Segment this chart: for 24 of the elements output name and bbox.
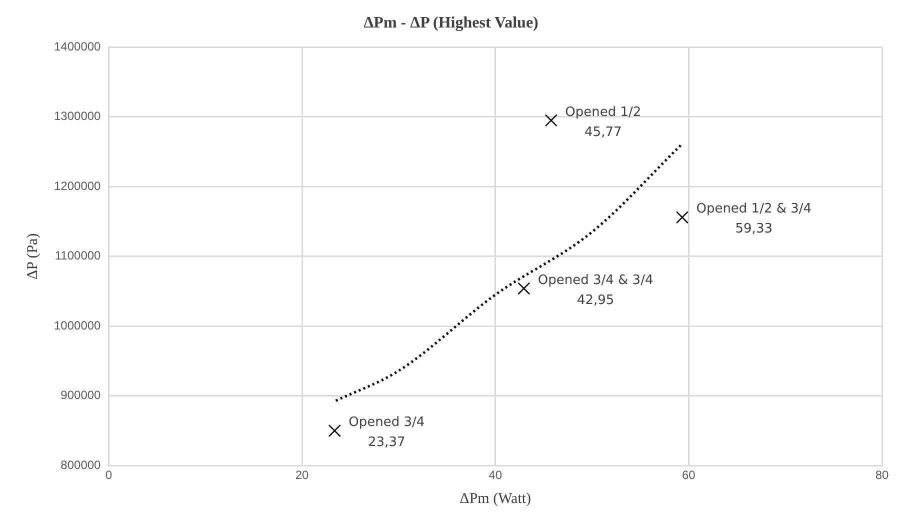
y-tick-label: 900000 bbox=[60, 388, 102, 402]
y-tick-label: 1000000 bbox=[54, 318, 102, 332]
annotation: Opened 1/2 & 3/4 59,33 bbox=[696, 202, 812, 237]
point bbox=[518, 282, 530, 295]
annotation: Opened 1/2 45,77 bbox=[565, 104, 642, 140]
y-tick-label: 800000 bbox=[60, 458, 102, 472]
x-axis-title: ΔPm (Watt) bbox=[460, 490, 532, 507]
line-series bbox=[334, 142, 684, 402]
y-axis-title: ΔP (Pa) bbox=[24, 233, 41, 280]
y-tick-label: 1100000 bbox=[54, 248, 102, 263]
point bbox=[328, 424, 341, 438]
x-tick-label: 0 bbox=[105, 468, 112, 482]
point bbox=[676, 211, 689, 224]
y-tick-label: 1200000 bbox=[54, 178, 102, 193]
chart-title: ΔPm - ΔP (Highest Value) bbox=[364, 14, 538, 32]
x-tick-label: 20 bbox=[295, 468, 310, 482]
annotation: Opened 3/4 23,37 bbox=[348, 415, 425, 450]
annotation: Opened 3/4 & 3/4 42,95 bbox=[538, 272, 654, 308]
y-tick-label: 1300000 bbox=[54, 109, 102, 124]
y-tick-label: 1400000 bbox=[54, 40, 102, 54]
x-tick-label: 40 bbox=[488, 468, 502, 482]
point bbox=[544, 114, 558, 127]
x-tick-label: 80 bbox=[875, 468, 889, 482]
x-tick-label: 60 bbox=[682, 468, 696, 482]
